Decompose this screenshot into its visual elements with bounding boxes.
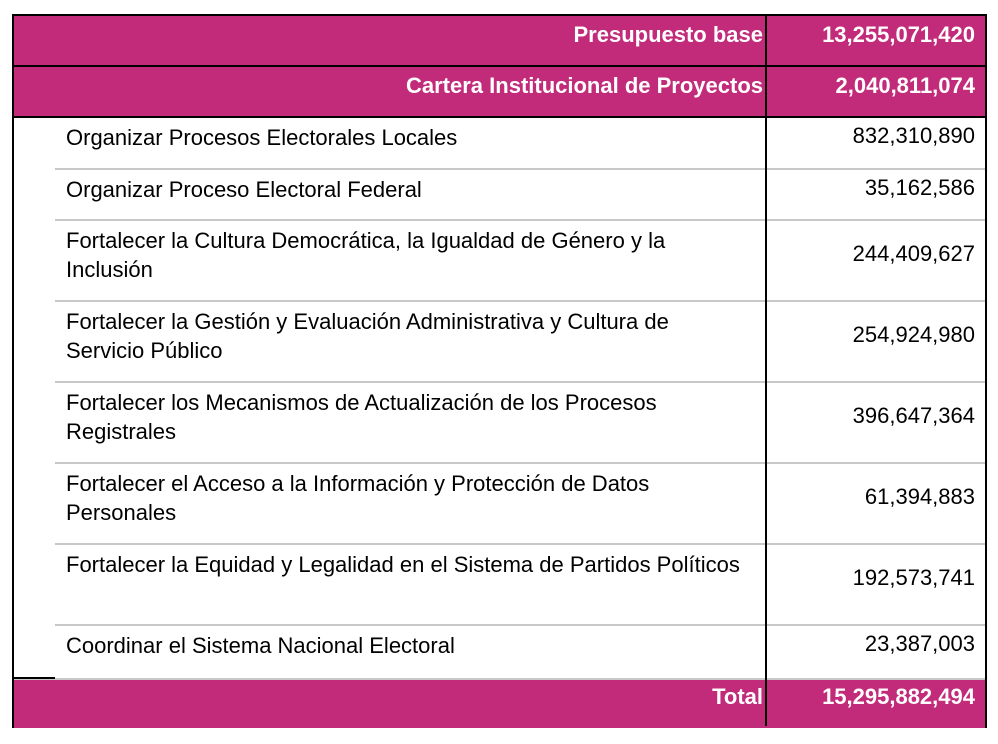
table-row: Organizar Procesos Electorales Locales 8…: [14, 118, 985, 170]
row-separator: [55, 219, 985, 221]
total-value: 15,295,882,494: [822, 684, 975, 709]
row-value: 192,573,741: [852, 565, 975, 590]
table-row: Coordinar el Sistema Nacional Electoral …: [14, 626, 985, 678]
header-value: 13,255,071,420: [822, 22, 975, 47]
row-label: Fortalecer la Equidad y Legalidad en el …: [66, 552, 740, 577]
subheader-row: Cartera Institucional de Proyectos 2,040…: [14, 67, 985, 118]
left-tick-divider: [14, 677, 55, 679]
row-label: Fortalecer el Acceso a la Información y …: [66, 471, 650, 525]
row-label: Organizar Proceso Electoral Federal: [66, 177, 422, 202]
row-separator: [55, 300, 985, 302]
row-value: 254,924,980: [852, 322, 975, 347]
header-row: Presupuesto base 13,255,071,420: [14, 16, 985, 67]
subheader-label: Cartera Institucional de Proyectos: [406, 73, 763, 98]
row-label: Coordinar el Sistema Nacional Electoral: [66, 633, 455, 658]
row-label: Fortalecer la Cultura Democrática, la Ig…: [66, 228, 666, 282]
row-label: Organizar Procesos Electorales Locales: [66, 125, 458, 150]
row-separator: [55, 543, 985, 545]
total-label: Total: [712, 684, 763, 709]
table-row: Organizar Proceso Electoral Federal 35,1…: [14, 170, 985, 221]
row-value: 35,162,586: [864, 175, 975, 200]
table-row: Fortalecer la Gestión y Evaluación Admin…: [14, 302, 985, 383]
row-separator: [55, 462, 985, 464]
row-separator: [55, 168, 985, 170]
total-row: Total 15,295,882,494: [14, 678, 985, 728]
row-label: Fortalecer los Mecanismos de Actualizaci…: [66, 390, 657, 444]
row-value: 832,310,890: [852, 123, 975, 148]
header-label: Presupuesto base: [573, 22, 763, 47]
table-row: Fortalecer el Acceso a la Información y …: [14, 464, 985, 545]
row-separator: [55, 624, 985, 626]
subheader-value: 2,040,811,074: [835, 73, 975, 98]
table-row: Fortalecer la Equidad y Legalidad en el …: [14, 545, 985, 626]
row-label: Fortalecer la Gestión y Evaluación Admin…: [66, 309, 669, 363]
row-value: 244,409,627: [852, 241, 975, 266]
row-value: 396,647,364: [852, 403, 975, 428]
row-value: 61,394,883: [864, 484, 975, 509]
column-divider: [765, 16, 767, 726]
row-value: 23,387,003: [864, 631, 975, 656]
row-separator: [55, 381, 985, 383]
table-row: Fortalecer la Cultura Democrática, la Ig…: [14, 221, 985, 302]
budget-table: Presupuesto base 13,255,071,420 Cartera …: [12, 14, 987, 728]
table-row: Fortalecer los Mecanismos de Actualizaci…: [14, 383, 985, 464]
